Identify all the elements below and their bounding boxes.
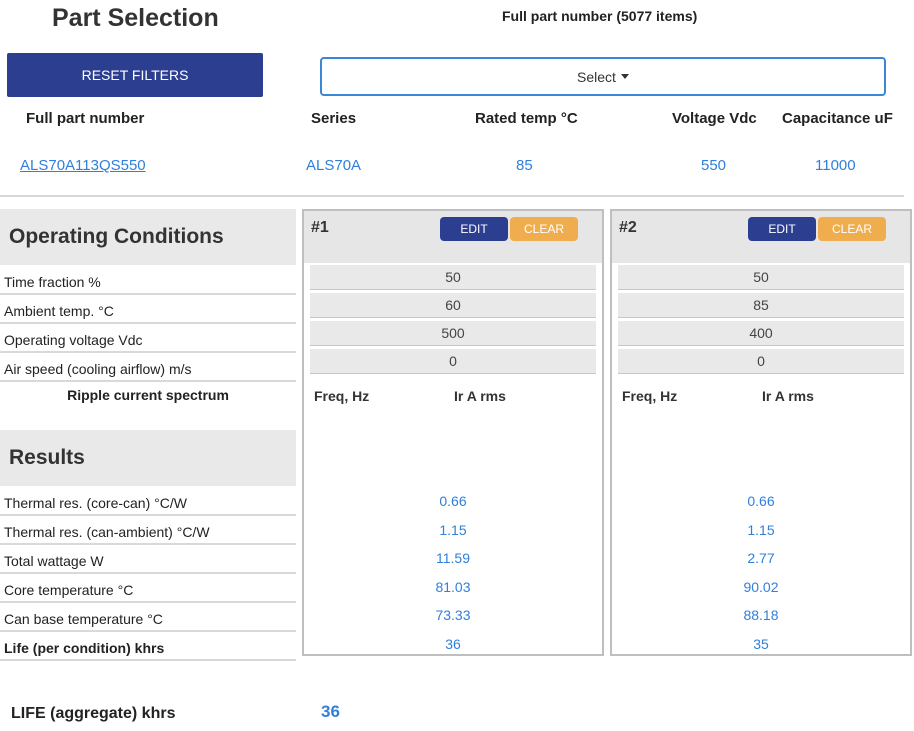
- operating-voltage-input[interactable]: 500: [310, 321, 596, 346]
- cell-rated-temp: 85: [516, 157, 533, 174]
- page-title: Part Selection: [52, 4, 219, 32]
- time-fraction-input[interactable]: 50: [310, 265, 596, 290]
- label-ambient-temp: Ambient temp. °C: [0, 295, 296, 324]
- freq-header: Freq, Hz: [622, 388, 678, 404]
- time-fraction-input[interactable]: 50: [618, 265, 904, 290]
- condition-number: #1: [311, 219, 329, 236]
- label-core-temperature: Core temperature °C: [0, 574, 296, 603]
- ambient-temp-input[interactable]: 60: [310, 293, 596, 318]
- result-thermal-core-can: 0.66: [747, 493, 775, 509]
- label-time-fraction: Time fraction %: [0, 266, 296, 295]
- aggregate-life-value: 36: [321, 702, 340, 721]
- cell-series: ALS70A: [306, 157, 362, 174]
- label-thermal-can-ambient: Thermal res. (can-ambient) °C/W: [0, 516, 296, 545]
- result-core-temperature: 90.02: [743, 579, 779, 595]
- result-thermal-core-can: 0.66: [439, 493, 467, 509]
- label-thermal-core-can: Thermal res. (core-can) °C/W: [0, 487, 296, 516]
- result-can-base-temperature: 88.18: [743, 607, 779, 623]
- condition-header: #1 EDIT CLEAR: [304, 211, 602, 263]
- ir-header: Ir A rms: [762, 388, 814, 404]
- result-can-base-temperature: 73.33: [435, 607, 471, 623]
- results-heading: Results: [0, 430, 296, 486]
- section-divider: [0, 195, 904, 197]
- col-header-full-part-number[interactable]: Full part number: [26, 110, 145, 127]
- result-life: 36: [445, 636, 461, 652]
- result-total-wattage: 11.59: [436, 550, 470, 566]
- label-total-wattage: Total wattage W: [0, 545, 296, 574]
- operating-voltage-input[interactable]: 400: [618, 321, 904, 346]
- result-thermal-can-ambient: 1.15: [439, 522, 467, 538]
- label-ripple-spectrum: Ripple current spectrum: [67, 387, 229, 403]
- part-count-title: Full part number (5077 items): [502, 8, 698, 24]
- col-header-capacitance[interactable]: Capacitance uF: [782, 110, 893, 127]
- ir-header: Ir A rms: [454, 388, 506, 404]
- condition-header: #2 EDIT CLEAR: [612, 211, 910, 263]
- condition-column-2: #2 EDIT CLEAR 50 85 400 0 Freq, Hz Ir A …: [610, 209, 912, 656]
- part-select-dropdown[interactable]: Select: [320, 57, 886, 96]
- edit-button[interactable]: EDIT: [440, 217, 508, 241]
- cell-voltage: 550: [701, 157, 727, 174]
- col-header-voltage[interactable]: Voltage Vdc: [672, 110, 757, 127]
- condition-column-1: #1 EDIT CLEAR 50 60 500 0 Freq, Hz Ir A …: [302, 209, 604, 656]
- aggregate-life-label: LIFE (aggregate) khrs: [11, 705, 176, 722]
- label-can-base-temperature: Can base temperature °C: [0, 603, 296, 632]
- result-life: 35: [753, 636, 769, 652]
- label-life-per-condition: Life (per condition) khrs: [0, 632, 296, 661]
- label-air-speed: Air speed (cooling airflow) m/s: [0, 353, 296, 382]
- select-label: Select: [577, 68, 616, 85]
- col-header-rated-temp[interactable]: Rated temp °C: [475, 110, 578, 127]
- ambient-temp-input[interactable]: 85: [618, 293, 904, 318]
- part-number-link[interactable]: ALS70A113QS550: [20, 157, 146, 174]
- air-speed-input[interactable]: 0: [618, 349, 904, 374]
- result-core-temperature: 81.03: [435, 579, 471, 595]
- edit-button[interactable]: EDIT: [748, 217, 816, 241]
- col-header-series[interactable]: Series: [311, 110, 357, 127]
- result-total-wattage: 2.77: [747, 550, 775, 566]
- cell-capacitance: 11000: [815, 157, 856, 174]
- label-operating-voltage: Operating voltage Vdc: [0, 324, 296, 353]
- air-speed-input[interactable]: 0: [310, 349, 596, 374]
- operating-conditions-heading: Operating Conditions: [0, 209, 296, 265]
- clear-button[interactable]: CLEAR: [818, 217, 886, 241]
- clear-button[interactable]: CLEAR: [510, 217, 578, 241]
- reset-filters-button[interactable]: RESET FILTERS: [7, 53, 263, 97]
- freq-header: Freq, Hz: [314, 388, 370, 404]
- result-thermal-can-ambient: 1.15: [747, 522, 775, 538]
- condition-number: #2: [619, 219, 637, 236]
- caret-down-icon: [620, 74, 629, 79]
